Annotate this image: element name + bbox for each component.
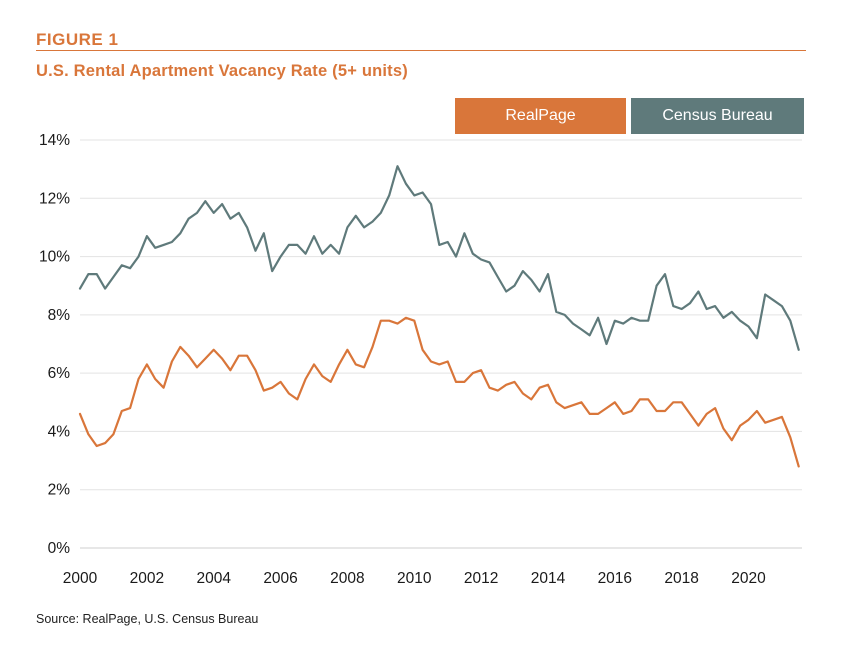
y-tick-label: 14% xyxy=(39,132,70,149)
gridlines xyxy=(80,139,802,549)
title-rule xyxy=(36,50,806,51)
y-tick-label: 0% xyxy=(48,540,71,557)
x-tick-label: 2014 xyxy=(531,570,566,587)
legend-item-realpage: RealPage xyxy=(455,98,626,134)
source-note: Source: RealPage, U.S. Census Bureau xyxy=(36,612,259,626)
y-tick-label: 12% xyxy=(39,190,70,207)
x-tick-label: 2006 xyxy=(263,570,297,587)
y-tick-label: 4% xyxy=(48,423,71,440)
y-tick-label: 10% xyxy=(39,249,70,266)
x-tick-label: 2002 xyxy=(130,570,164,587)
x-tick-label: 2000 xyxy=(63,570,98,587)
x-tick-label: 2008 xyxy=(330,570,364,587)
y-axis-ticks: 0% 2% 4% 6% 8% 10% 12% 14% xyxy=(39,132,70,557)
x-tick-label: 2010 xyxy=(397,570,432,587)
legend-label-census-bureau: Census Bureau xyxy=(662,107,773,124)
series-lines xyxy=(78,165,800,468)
x-tick-label: 2016 xyxy=(598,570,632,587)
series-line-realpage xyxy=(78,316,800,468)
x-tick-label: 2020 xyxy=(731,570,766,587)
y-tick-label: 2% xyxy=(48,482,71,499)
figure-label: FIGURE 1 xyxy=(36,30,119,49)
chart-title: U.S. Rental Apartment Vacancy Rate (5+ u… xyxy=(36,62,408,80)
y-tick-label: 8% xyxy=(48,307,71,324)
y-tick-label: 6% xyxy=(48,365,71,382)
x-tick-label: 2012 xyxy=(464,570,498,587)
x-axis-ticks: 2000 2002 2004 2006 2008 2010 2012 2014 2016 2018… xyxy=(63,570,766,587)
x-tick-label: 2018 xyxy=(664,570,698,587)
x-tick-label: 2004 xyxy=(196,570,231,587)
legend-label-realpage: RealPage xyxy=(505,107,576,124)
series-line-census-bureau xyxy=(78,165,800,351)
legend-item-census-bureau: Census Bureau xyxy=(631,98,804,134)
